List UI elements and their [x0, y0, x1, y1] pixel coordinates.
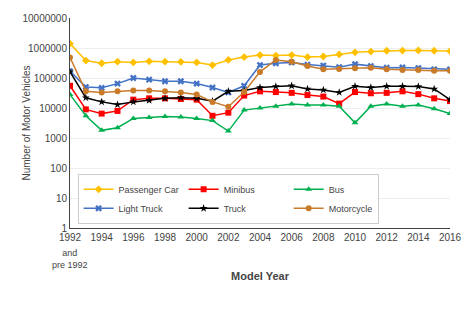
- svg-text:2004: 2004: [249, 232, 272, 243]
- svg-text:2016: 2016: [439, 232, 462, 243]
- svg-text:2006: 2006: [281, 232, 304, 243]
- svg-text:1992: 1992: [59, 232, 82, 243]
- svg-text:Number of Motor Vehicles: Number of Motor Vehicles: [21, 65, 32, 180]
- svg-text:10000000: 10000000: [23, 13, 68, 24]
- svg-text:10: 10: [56, 193, 68, 204]
- svg-text:Passenger Car: Passenger Car: [119, 185, 179, 195]
- svg-text:Model Year: Model Year: [231, 270, 290, 282]
- svg-text:2008: 2008: [312, 232, 335, 243]
- svg-text:2002: 2002: [217, 232, 240, 243]
- svg-text:Light Truck: Light Truck: [119, 204, 164, 214]
- svg-text:Bus: Bus: [329, 185, 345, 195]
- svg-text:1: 1: [61, 223, 67, 234]
- svg-text:2000: 2000: [186, 232, 209, 243]
- svg-text:2014: 2014: [407, 232, 430, 243]
- svg-text:1996: 1996: [122, 232, 145, 243]
- svg-text:1994: 1994: [91, 232, 114, 243]
- svg-text:2010: 2010: [344, 232, 367, 243]
- svg-text:100000: 100000: [34, 73, 68, 84]
- svg-text:10000: 10000: [39, 103, 67, 114]
- svg-text:1998: 1998: [154, 232, 177, 243]
- svg-text:Truck: Truck: [224, 204, 247, 214]
- svg-text:1000: 1000: [45, 133, 68, 144]
- svg-text:2012: 2012: [376, 232, 399, 243]
- svg-text:Minibus: Minibus: [224, 185, 256, 195]
- svg-text:andpre 1992: andpre 1992: [52, 248, 88, 270]
- svg-text:1000000: 1000000: [28, 43, 67, 54]
- svg-text:100: 100: [50, 163, 67, 174]
- svg-text:Motorcycle: Motorcycle: [329, 204, 373, 214]
